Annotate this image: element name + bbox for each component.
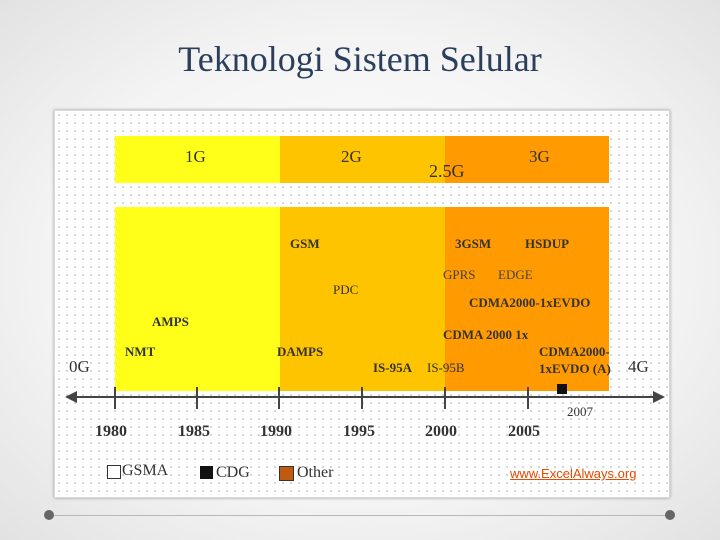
label-0g: 0G [69,357,90,376]
year-1995: 1995 [343,423,375,440]
tech-cdma2000-evdo-a-line1: CDMA2000- [539,344,610,359]
year-1985: 1985 [178,423,210,440]
year-1990: 1990 [260,423,292,440]
label-25g: 2.5G [429,161,465,181]
area-3g [445,207,609,391]
tech-damps: DAMPS [277,344,324,359]
tech-gsm: GSM [290,236,320,251]
tech-hsdup: HSDUP [525,236,570,251]
credit-link[interactable]: www.ExcelAlways.org [510,466,637,481]
area-1g [115,207,280,391]
legend-other-swatch [279,466,294,481]
decor-line [54,515,666,516]
tick-1995 [361,387,363,409]
tech-is95a: IS-95A [373,360,413,375]
decor-dot-left [44,510,54,520]
legend-gsma-label: GSMA [122,462,169,479]
band-3g [445,136,609,183]
legend-gsma-swatch [107,465,121,479]
tech-nmt: NMT [125,344,156,359]
tech-is95b: IS-95B [427,360,465,375]
tech-3gsm: 3GSM [455,236,492,251]
marker-2007 [557,384,567,394]
band-1g [115,136,280,183]
marker-2007-label: 2007 [567,404,593,419]
legend-cdg-swatch [200,466,213,479]
label-4g: 4G [628,357,649,376]
tech-amps: AMPS [152,314,189,329]
legend-other-label: Other [297,464,334,481]
slide-title: Teknologi Sistem Selular [178,39,542,79]
tick-2005 [527,387,529,409]
label-1g: 1G [185,147,206,166]
tick-1980 [114,387,116,409]
area-2g [280,207,445,391]
tick-1985 [196,387,198,409]
tech-gprs: GPRS [443,267,476,282]
tick-2000 [444,387,446,409]
tech-cdma2000-evdo: CDMA2000-1xEVDO [469,295,591,310]
tech-pdc: PDC [333,282,359,297]
year-2005: 2005 [508,423,540,440]
tech-cdma2000-1x: CDMA 2000 1x [443,327,529,342]
decor-dot-right [665,510,675,520]
band-2g [280,136,445,183]
legend-cdg-label: CDG [216,464,250,481]
label-2g: 2G [341,147,362,166]
timeline-arrow [65,391,665,403]
tick-1990 [278,387,280,409]
year-1980: 1980 [95,423,127,440]
diagram-frame: 1G 2G 2.5G 3G GSM PDC AMPS NMT DAMPS IS-… [54,110,670,498]
tech-edge: EDGE [498,267,533,282]
label-3g: 3G [529,147,550,166]
year-2000: 2000 [425,423,457,440]
tech-cdma2000-evdo-a-line2: 1xEVDO (A) [539,361,611,376]
